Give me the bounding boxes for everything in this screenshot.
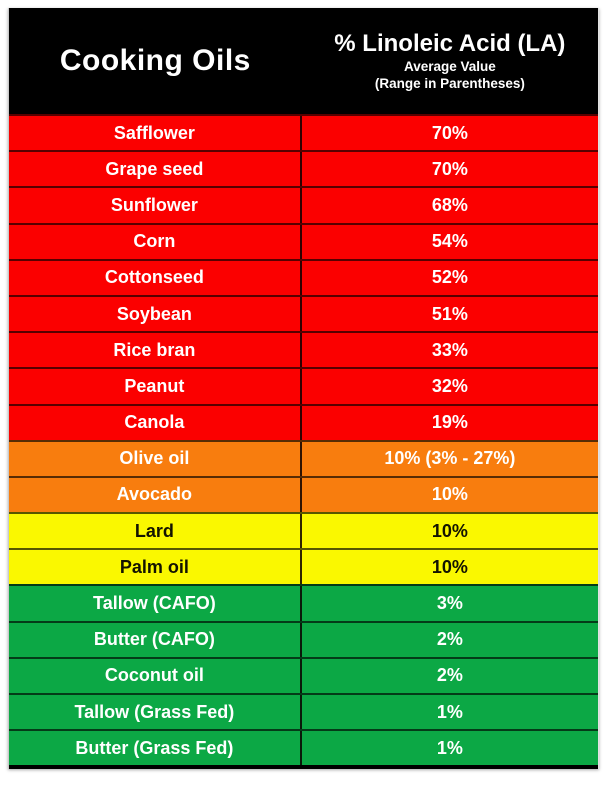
table-row: Palm oil 10% xyxy=(9,548,598,585)
table-row: Cottonseed 52% xyxy=(9,258,598,295)
la-value: 70% xyxy=(431,158,468,179)
oil-name: Corn xyxy=(9,224,302,259)
la-value: 32% xyxy=(431,375,468,396)
la-value: 10% (3% - 27%) xyxy=(384,448,516,469)
oil-name: Lard xyxy=(9,514,302,549)
table-row: Butter (CAFO) 2% xyxy=(9,620,598,657)
table-row: Tallow (CAFO) 3% xyxy=(9,584,598,621)
la-value: 1% xyxy=(436,737,463,758)
oil-name: Canola xyxy=(9,405,302,440)
la-value: 2% xyxy=(436,665,463,686)
table-row: Avocado 10% xyxy=(9,475,598,513)
la-value: 52% xyxy=(431,267,468,288)
oil-name: Tallow (CAFO) xyxy=(9,586,302,621)
table-row: Coconut oil 2% xyxy=(9,656,598,693)
table-row: Peanut 32% xyxy=(9,367,598,404)
oil-name: Butter (Grass Fed) xyxy=(9,731,302,766)
oil-name: Safflower xyxy=(9,116,302,151)
table-header: Cooking Oils % Linoleic Acid (LA) Averag… xyxy=(9,8,598,114)
oil-name: Grape seed xyxy=(9,152,302,187)
table-row: Sunflower 68% xyxy=(9,186,598,223)
la-value: 51% xyxy=(431,303,468,324)
table-row: Lard 10% xyxy=(9,512,598,549)
header-la-cell: % Linoleic Acid (LA) Average Value (Rang… xyxy=(302,8,598,114)
oil-name: Peanut xyxy=(9,369,302,404)
oil-name: Sunflower xyxy=(9,188,302,223)
oil-name: Olive oil xyxy=(9,441,302,476)
la-column-title: % Linoleic Acid (LA) xyxy=(334,30,566,58)
oil-table-body: Safflower 70% Grape seed 70% Sunflower 6… xyxy=(9,114,598,766)
la-value: 2% xyxy=(436,629,463,650)
oil-name: Tallow (Grass Fed) xyxy=(9,695,302,730)
la-value: 19% xyxy=(431,412,468,433)
la-value: 10% xyxy=(431,556,468,577)
la-value: 68% xyxy=(431,194,468,215)
table-row: Grape seed 70% xyxy=(9,150,598,187)
la-value: 33% xyxy=(431,339,468,360)
table-row: Corn 54% xyxy=(9,222,598,259)
la-subtitle-average-value: Average Value xyxy=(403,59,496,75)
oil-name: Coconut oil xyxy=(9,658,302,693)
table-row: Canola 19% xyxy=(9,403,598,440)
table-row: Soybean 51% xyxy=(9,294,598,332)
table-row: Rice bran 33% xyxy=(9,331,598,368)
table-row: Tallow (Grass Fed) 1% xyxy=(9,693,598,730)
la-value: 10% xyxy=(431,484,468,505)
oil-name: Soybean xyxy=(9,296,302,332)
header-oils-cell: Cooking Oils xyxy=(9,8,302,114)
la-value: 54% xyxy=(431,231,468,252)
la-value: 70% xyxy=(431,122,468,143)
la-value: 3% xyxy=(436,593,463,614)
la-value: 1% xyxy=(436,701,463,722)
oil-name: Rice bran xyxy=(9,333,302,368)
table-row: Olive oil 10% (3% - 27%) xyxy=(9,439,598,476)
oil-name: Cottonseed xyxy=(9,260,302,295)
table-bottom-border xyxy=(9,765,598,770)
la-subtitle-range-note: (Range in Parentheses) xyxy=(374,76,525,91)
table-row: Butter (Grass Fed) 1% xyxy=(9,729,598,766)
table-row: Safflower 70% xyxy=(9,114,598,151)
oil-name: Avocado xyxy=(9,477,302,513)
oil-name: Butter (CAFO) xyxy=(9,622,302,657)
oils-column-title: Cooking Oils xyxy=(59,44,251,77)
oil-name: Palm oil xyxy=(9,550,302,585)
cooking-oils-table: Cooking Oils % Linoleic Acid (LA) Averag… xyxy=(8,8,599,770)
la-value: 10% xyxy=(431,520,468,541)
